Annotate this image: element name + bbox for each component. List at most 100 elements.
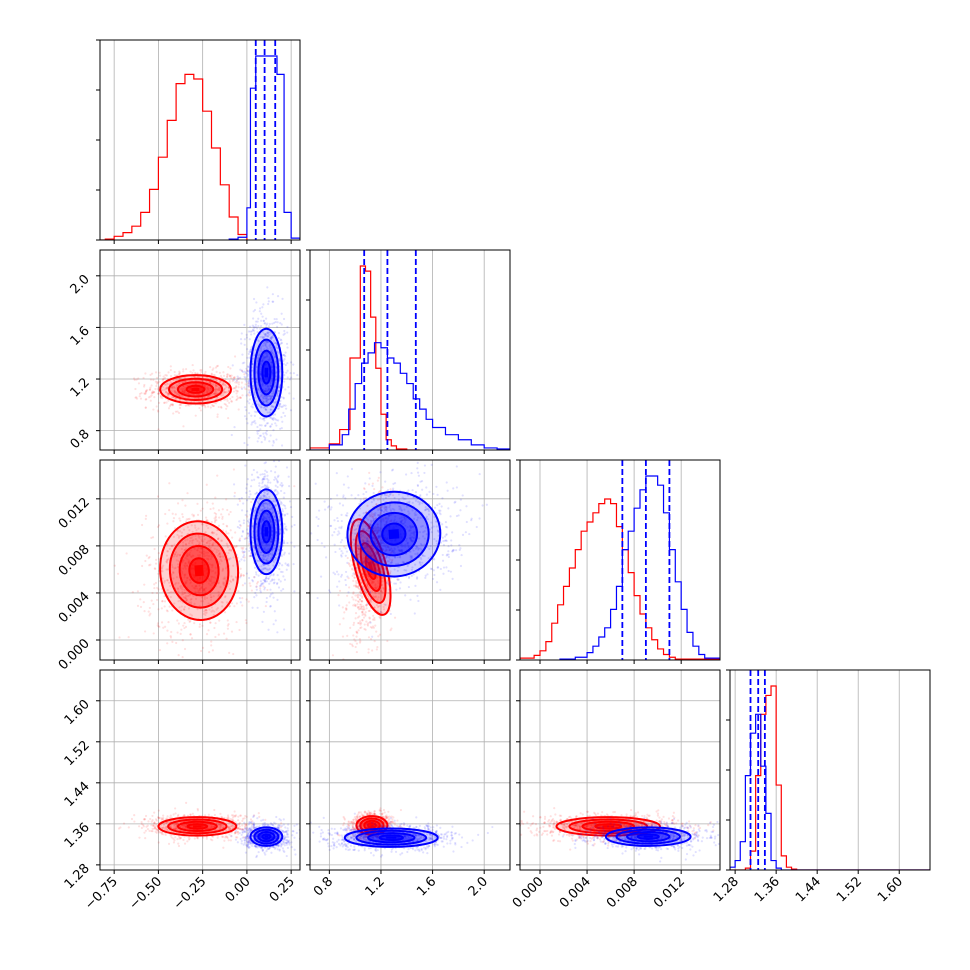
blue-sample-point	[379, 471, 382, 474]
red-sample-point	[331, 654, 335, 657]
blue-sample-point	[276, 475, 279, 478]
red-sample-point	[381, 580, 384, 583]
red-sample-point	[211, 609, 214, 612]
red-sample-point	[229, 367, 232, 370]
red-sample-point	[355, 582, 358, 585]
blue-sample-point	[248, 391, 252, 394]
blue-sample-point	[255, 301, 258, 304]
blue-sample-point	[252, 317, 255, 320]
red-sample-point	[202, 589, 205, 592]
red-sample-point	[178, 382, 181, 385]
red-sample-point	[187, 618, 190, 621]
red-sample-point	[234, 389, 238, 392]
blue-sample-point	[274, 504, 278, 507]
blue-sample-point	[282, 587, 285, 591]
blue-sample-point	[279, 501, 283, 504]
blue-sample-point	[254, 591, 257, 595]
red-sample-point	[209, 546, 212, 549]
red-sample-point	[221, 568, 224, 571]
red-sample-point	[211, 563, 214, 566]
blue-sample-point	[246, 356, 249, 359]
blue-sample-point	[254, 348, 257, 351]
red-sample-point	[214, 571, 217, 574]
blue-contour	[249, 488, 284, 576]
red-sample-point	[169, 374, 173, 378]
blue-sample-point	[259, 496, 262, 499]
red-sample-point	[206, 554, 209, 557]
blue-sample-point	[233, 378, 236, 381]
blue-sample-point	[262, 554, 265, 557]
red-sample-point	[368, 617, 371, 620]
blue-sample-point	[246, 528, 249, 531]
red-sample-point	[171, 403, 174, 406]
red-sample-point	[228, 651, 231, 654]
red-sample-point	[389, 570, 392, 573]
red-sample-point	[183, 647, 187, 651]
red-sample-point	[205, 557, 208, 560]
blue-sample-point	[250, 346, 253, 349]
red-sample-point	[183, 548, 187, 552]
blue-sample-point	[259, 346, 262, 349]
blue-sample-point	[286, 376, 289, 379]
blue-sample-point	[277, 357, 281, 361]
red-sample-point	[351, 574, 354, 577]
blue-sample-point	[266, 493, 269, 496]
blue-sample-point	[252, 328, 255, 331]
blue-sample-point	[260, 582, 264, 585]
blue-sample-point	[257, 511, 261, 514]
red-sample-point	[201, 383, 204, 387]
blue-sample-point	[259, 327, 262, 330]
blue-sample-point	[269, 455, 271, 457]
red-sample-point	[179, 585, 182, 588]
blue-sample-point	[266, 513, 269, 516]
blue-sample-point	[255, 507, 258, 510]
blue-sample-point	[271, 370, 274, 373]
red-sample-point	[227, 582, 230, 585]
red-sample-point	[232, 390, 236, 393]
red-sample-point	[200, 665, 202, 667]
blue-sample-point	[261, 508, 264, 511]
blue-contour	[257, 509, 276, 554]
blue-sample-point	[259, 583, 263, 586]
blue-sample-point	[267, 325, 271, 328]
red-sample-point	[188, 540, 192, 543]
red-sample-point	[257, 549, 261, 552]
red-sample-point	[357, 587, 361, 590]
red-sample-point	[158, 648, 162, 652]
blue-sample-point	[259, 417, 262, 420]
blue-sample-point	[289, 378, 292, 381]
blue-sample-point	[344, 578, 347, 582]
red-sample-point	[239, 567, 242, 570]
blue-sample-point	[251, 498, 254, 501]
red-sample-point	[210, 563, 213, 567]
blue-sample-point	[288, 392, 291, 395]
red-sample-point	[198, 623, 202, 626]
blue-sample-point	[249, 485, 253, 488]
blue-sample-point	[236, 503, 239, 506]
red-sample-point	[143, 610, 146, 613]
red-sample-point	[181, 561, 184, 564]
red-sample-point	[372, 517, 375, 520]
red-sample-point	[205, 524, 208, 527]
red-sample-point	[189, 598, 192, 601]
red-sample-point	[220, 539, 223, 542]
blue-sample-point	[283, 380, 286, 383]
red-density-peak	[191, 387, 200, 391]
blue-sample-point	[274, 557, 277, 560]
blue-sample-point	[263, 506, 266, 510]
blue-sample-point	[265, 346, 268, 349]
blue-sample-point	[239, 376, 242, 379]
histogram-panel-1	[306, 249, 511, 454]
blue-sample-point	[269, 343, 272, 346]
red-sample-point	[186, 538, 189, 541]
red-sample-point	[170, 403, 173, 406]
red-sample-point	[246, 369, 249, 372]
blue-sample-point	[399, 581, 402, 584]
red-sample-point	[227, 389, 230, 393]
red-sample-point	[375, 528, 378, 531]
red-sample-point	[178, 606, 181, 609]
blue-sample-point	[271, 372, 274, 375]
blue-sample-point	[268, 508, 271, 511]
red-sample-point	[217, 554, 220, 557]
blue-sample-point	[276, 392, 279, 395]
